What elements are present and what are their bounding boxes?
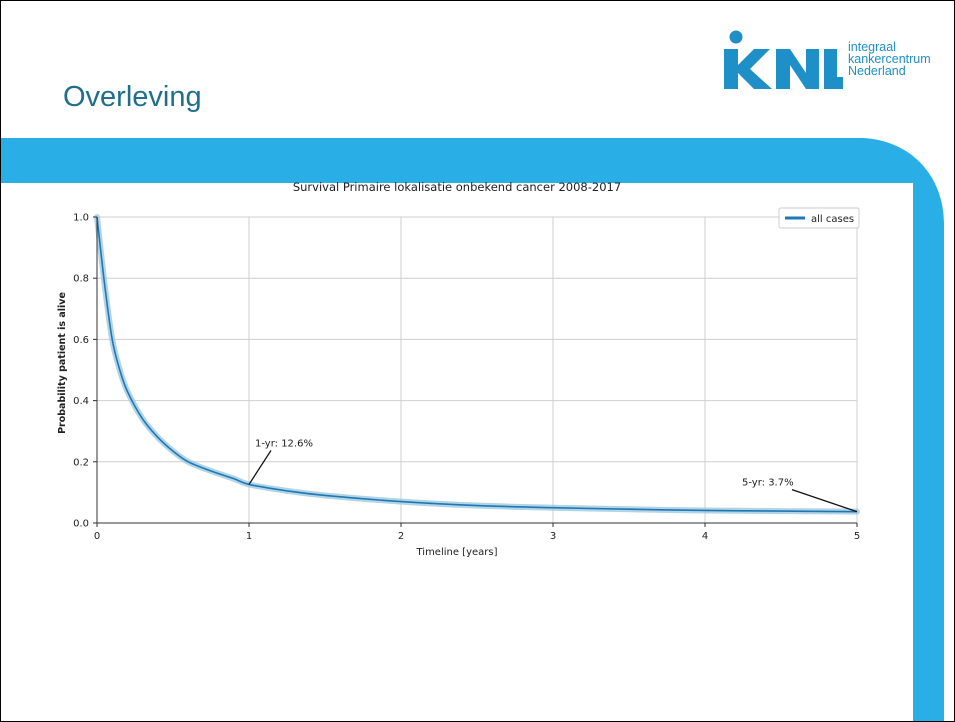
- x-tick-label: 3: [550, 531, 556, 542]
- y-axis-label: Probability patient is alive: [57, 292, 68, 434]
- tick-labels: 0 1 2 3 4 5 0.0 0.2 0.4 0.6 0.8 1.0: [73, 213, 860, 543]
- confidence-band-area: [94, 214, 860, 515]
- x-tick-label: 0: [94, 531, 100, 542]
- series-layer: [96, 216, 858, 513]
- logo-wordmark: integraal kankercentrum Nederland: [848, 40, 931, 78]
- y-tick-label: 0.2: [73, 457, 89, 468]
- annotation-arrow: [248, 450, 272, 485]
- slide-title: Overleving: [63, 81, 202, 113]
- logo-line-2: kankercentrum: [848, 52, 931, 66]
- annotation-label: 1-yr: 12.6%: [255, 438, 313, 449]
- chart-title: Survival Primaire lokalisatie onbekend c…: [293, 180, 621, 194]
- logo: integraal kankercentrum Nederland: [718, 29, 938, 93]
- x-tick-label: 4: [702, 531, 708, 542]
- x-tick-label: 2: [398, 531, 404, 542]
- x-axis-label: Timeline [years]: [415, 547, 497, 558]
- annotation-label: 5-yr: 3.7%: [742, 478, 794, 489]
- legend: all cases: [778, 207, 860, 229]
- x-tick-label: 5: [854, 531, 860, 542]
- confidence-band: [94, 214, 860, 515]
- series-line-all-cases: [96, 216, 858, 513]
- x-tick-label: 1: [246, 531, 252, 542]
- annotation-arrow: [791, 489, 858, 513]
- y-tick-label: 0.8: [73, 274, 89, 285]
- axes: [93, 216, 858, 527]
- knl-logo-mark: [724, 30, 843, 89]
- y-tick-label: 1.0: [73, 213, 89, 224]
- y-tick-label: 0.0: [73, 519, 89, 530]
- legend-label: all cases: [811, 214, 854, 225]
- y-tick-label: 0.4: [73, 396, 89, 407]
- legend-box: [778, 207, 860, 229]
- y-tick-label: 0.6: [73, 335, 89, 346]
- survival-chart: 0 1 2 3 4 5 0.0 0.2 0.4 0.6 0.8 1.0 Survival Primai…: [57, 180, 860, 558]
- logo-line-3: Nederland: [848, 64, 906, 78]
- logo-line-1: integraal: [848, 40, 896, 54]
- annotations: 1-yr: 12.6% 5-yr: 3.7%: [248, 438, 858, 513]
